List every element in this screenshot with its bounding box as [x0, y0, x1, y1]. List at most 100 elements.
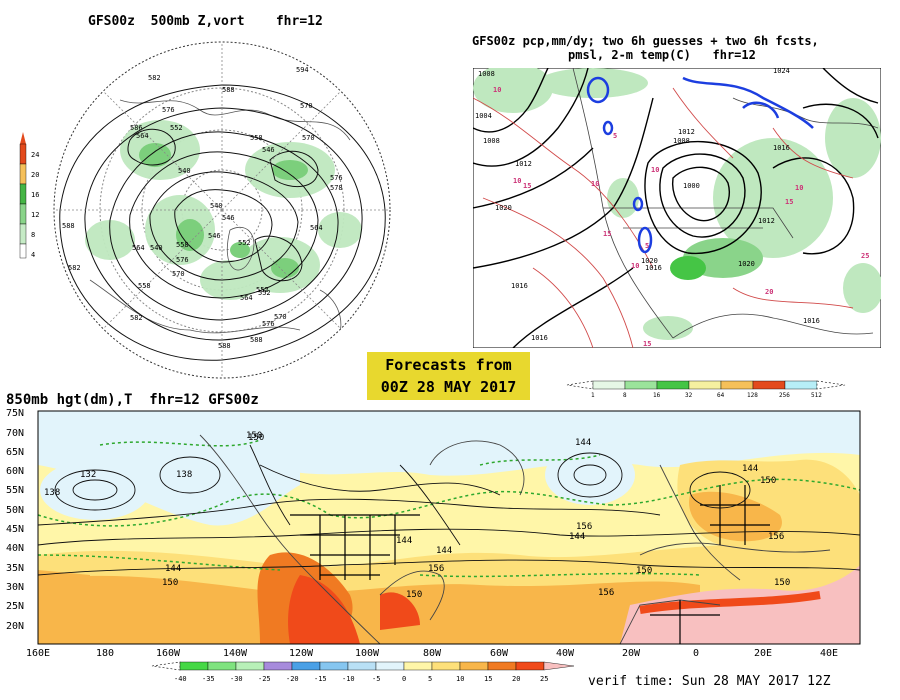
height-labels: 132 138 138 150 144 150 144 156 144 156 …: [44, 431, 790, 600]
banner-line2: 00Z 28 MAY 2017: [380, 378, 517, 396]
precip-legend-tick: 256: [779, 392, 790, 399]
panel-500mb-map: 582 594 588 576 564 552 540 570 558 546 …: [53, 41, 391, 379]
temp-label: 10: [651, 166, 659, 174]
temp-label: 10: [591, 180, 599, 188]
contour-label: 582: [68, 264, 81, 272]
isobar-label: 1012: [515, 160, 532, 168]
precip-legend-tick: 512: [811, 392, 822, 399]
height-label: 144: [569, 532, 585, 542]
temp-legend-tick: 5: [428, 675, 432, 683]
height-label: 138: [176, 470, 192, 480]
contour-label: 564: [132, 244, 145, 252]
panel-850mb-title: 850mb hgt(dm),T fhr=12 GFS00z: [6, 392, 259, 408]
vorticity-legend: 24 20 16 12 8 4: [19, 132, 39, 259]
temp-legend-tick: -40: [174, 675, 187, 683]
temp-label: 5: [613, 132, 617, 140]
contour-label: 552: [258, 289, 271, 297]
contour-label: 552: [238, 239, 251, 247]
isobar-label: 1020: [641, 257, 658, 265]
contour-label: 578: [330, 184, 343, 192]
isobar-label: 1008: [483, 137, 500, 145]
contour-label: 570: [302, 134, 315, 142]
height-label: 150: [246, 431, 262, 441]
contour-label: 546: [208, 232, 221, 240]
lat-label: 50N: [6, 505, 24, 516]
contour-label: 540: [178, 167, 191, 175]
lat-label: 65N: [6, 447, 24, 458]
coastlines: [89, 99, 351, 351]
precip-legend-tick: 32: [685, 392, 693, 399]
lon-label: 120W: [289, 648, 314, 659]
lon-label: 40E: [820, 648, 838, 659]
temp-legend-tick: 10: [456, 675, 464, 683]
panel-850mb-map: 132 138 138 150 144 150 144 156 144 156 …: [6, 408, 861, 659]
height-label: 144: [396, 536, 412, 546]
lon-label: 20E: [754, 648, 772, 659]
height-label: 150: [774, 578, 790, 588]
height-label: 150: [162, 578, 178, 588]
contour-label: 570: [300, 102, 313, 110]
height-label: 156: [428, 564, 444, 574]
precip-legend-tick: 64: [717, 392, 725, 399]
isobar-label: 1012: [758, 217, 775, 225]
lon-label: 20W: [622, 648, 641, 659]
lat-label: 60N: [6, 466, 24, 477]
temp-legend-tick: -15: [314, 675, 327, 683]
height-label: 156: [768, 532, 784, 542]
panel-500mb-title: GFS00z 500mb Z,vort fhr=12: [88, 14, 323, 29]
contour-label: 576: [176, 256, 189, 264]
panel-pcp-map: 1008 1004 1008 1012 1020 1016 1016 1012 …: [473, 68, 881, 348]
freezing-contours: [586, 76, 814, 254]
precip-legend-tick: 128: [747, 392, 758, 399]
height-label: 132: [80, 470, 96, 480]
panel-pcp-title-line1: GFS00z pcp,mm/dy; two 6h guesses + two 6…: [472, 34, 819, 48]
isobar-label: 1004: [475, 112, 492, 120]
contour-label: 594: [296, 66, 309, 74]
legend-tick: 16: [31, 191, 39, 199]
contour-label: 552: [256, 286, 269, 294]
contour-label: 588: [218, 342, 231, 350]
contour-labels: 582 594 588 576 564 552 540 570 558 546 …: [62, 66, 343, 350]
contour-label: 564: [240, 294, 253, 302]
contour-label: 588: [222, 86, 235, 94]
temperature-legend: -40 -35 -30 -25 -20 -15 -10 -5 0 5 10 15…: [151, 661, 575, 683]
latitude-labels: 75N 70N 65N 60N 55N 50N 45N 40N 35N 30N …: [6, 408, 24, 632]
lat-label: 55N: [6, 485, 24, 496]
contour-label: 570: [172, 270, 185, 278]
temp-legend-tick: 25: [540, 675, 548, 683]
temp-label: 10: [795, 184, 803, 192]
temp-label: 10: [513, 177, 521, 185]
contour-label: 540: [210, 202, 223, 210]
height-label: 150: [248, 433, 264, 443]
contour-label: 552: [170, 124, 183, 132]
precip-legend-tick: 1: [591, 392, 595, 399]
contour-label: 558: [176, 241, 189, 249]
temp-legend-tick: 15: [484, 675, 492, 683]
legend-tick: 24: [31, 151, 39, 159]
lat-label: 30N: [6, 582, 24, 593]
height-label: 156: [576, 522, 592, 532]
lat-label: 70N: [6, 428, 24, 439]
lon-label: 60W: [490, 648, 509, 659]
lon-label: 140W: [223, 648, 248, 659]
isobar-label: 1000: [683, 182, 700, 190]
isobar-label: 1016: [803, 317, 820, 325]
temp-label: 15: [785, 198, 793, 206]
temp-label: 15: [603, 230, 611, 238]
verif-time: verif time: Sun 28 MAY 2017 12Z: [588, 674, 831, 689]
contour-label: 558: [250, 134, 263, 142]
banner-line1: Forecasts from: [385, 356, 512, 374]
height-contours: [38, 444, 860, 576]
temp-labels: 10 15 10 15 10 5 10 15 10 20 25 15 10 5: [493, 86, 869, 348]
contour-label: 582: [148, 74, 161, 82]
contour-label: 576: [162, 106, 175, 114]
temp-legend-tick: 0: [402, 675, 406, 683]
contour-label: 570: [274, 313, 287, 321]
temp-legend-tick: -35: [202, 675, 215, 683]
contour-label: 586: [130, 124, 143, 132]
precip-legend: 1 8 16 32 64 128 256 512: [566, 380, 846, 399]
height-label: 150: [636, 566, 652, 576]
isobar-label: 1024: [773, 68, 790, 75]
height-label: 150: [760, 476, 776, 486]
precip-legend-tick: 8: [623, 392, 627, 399]
